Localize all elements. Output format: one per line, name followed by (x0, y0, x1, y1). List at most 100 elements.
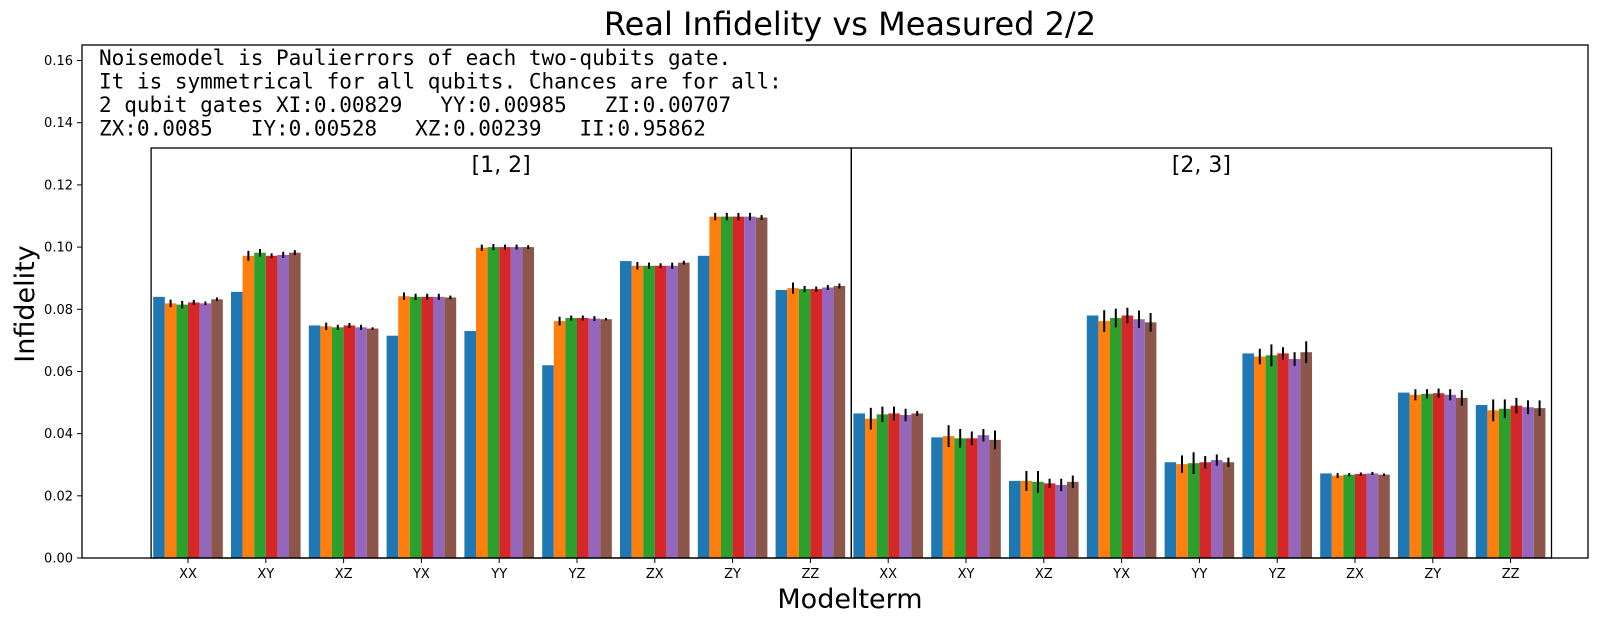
x-tick-label: YZ (568, 567, 586, 582)
bar-2-xz-s6 (1067, 481, 1079, 558)
bar-1-xz-s3 (332, 327, 344, 558)
bar-2-yy-s5 (1211, 460, 1223, 558)
bar-1-zz-s3 (798, 289, 811, 558)
axes-frame (81, 44, 1589, 559)
bar-1-xy-s5 (277, 254, 289, 559)
bar-1-yy-s1 (464, 331, 476, 558)
bar-2-xx-s5 (899, 414, 912, 558)
x-tick-label: XX (879, 567, 897, 582)
bar-1-zz-s6 (833, 285, 846, 558)
x-tick-label: XZ (1035, 567, 1053, 582)
bar-1-zx-s6 (678, 262, 690, 558)
bar-1-xx-s3 (176, 304, 188, 558)
bar-2-yy-s6 (1222, 462, 1235, 558)
bar-1-yx-s3 (409, 296, 422, 558)
x-axis-label: Modelterm (777, 584, 922, 615)
bar-2-xy-s4 (966, 438, 978, 558)
annotation-line-2: It is symmetrical for all qubits. Chance… (99, 70, 782, 94)
bar-1-yx-s2 (398, 296, 410, 558)
bar-1-zy-s3 (721, 216, 733, 558)
group-label-2: [2, 3] (1172, 153, 1231, 178)
bar-1-yx-s6 (444, 297, 457, 558)
y-tick-label: 0.06 (44, 365, 73, 380)
bar-2-zx-s1 (1320, 473, 1332, 558)
bar-2-yy-s3 (1187, 463, 1200, 558)
bar-1-xz-s2 (320, 326, 332, 558)
x-tick-label: YY (490, 567, 507, 582)
bar-1-zx-s1 (620, 261, 632, 558)
bar-2-yx-s3 (1110, 317, 1122, 558)
bar-1-zy-s1 (697, 255, 710, 559)
bar-1-yx-s1 (386, 335, 399, 558)
bar-2-zx-s5 (1366, 473, 1379, 558)
bar-2-xx-s4 (888, 413, 900, 558)
bar-2-xz-s3 (1032, 481, 1044, 558)
bar-2-xz-s1 (1009, 480, 1021, 558)
bar-1-zy-s2 (709, 216, 721, 558)
bar-2-zx-s2 (1331, 475, 1344, 558)
x-tick-label: YX (1112, 567, 1130, 582)
bar-2-zy-s2 (1409, 394, 1422, 558)
bar-1-zy-s5 (744, 216, 756, 558)
bar-2-yy-s4 (1199, 462, 1211, 558)
bar-2-xy-s1 (931, 437, 943, 558)
bar-1-zz-s1 (775, 290, 788, 558)
bar-2-xz-s2 (1020, 480, 1033, 558)
x-tick-label: ZY (1424, 567, 1441, 582)
x-tick-label: YX (412, 567, 430, 582)
y-tick-label: 0.12 (44, 178, 73, 193)
x-tick-label: XY (257, 567, 274, 582)
bar-1-zy-s6 (755, 217, 768, 559)
x-tick-label: XZ (335, 567, 353, 582)
bar-2-yy-s2 (1176, 464, 1188, 558)
bar-2-zz-s3 (1499, 408, 1511, 558)
bar-1-xz-s6 (366, 328, 379, 558)
annotation-line-3: 2 qubit gates XI:0.00829 YY:0.00985 ZI:0… (99, 93, 731, 117)
bar-2-xx-s2 (865, 418, 877, 558)
bar-2-yz-s6 (1300, 352, 1312, 558)
bar-2-xy-s2 (942, 436, 955, 558)
x-tick-label: ZX (646, 567, 664, 582)
bar-1-yz-s6 (600, 319, 612, 558)
y-tick-label: 0.08 (44, 303, 73, 318)
bar-2-zx-s4 (1355, 474, 1367, 558)
bar-2-xy-s5 (977, 435, 990, 558)
x-tick-label: ZX (1346, 567, 1364, 582)
bar-1-xx-s5 (199, 303, 212, 558)
bar-2-zz-s4 (1510, 405, 1523, 558)
group-label-1: [1, 2] (472, 153, 531, 178)
bar-2-zy-s3 (1421, 393, 1433, 558)
bar-1-zx-s2 (631, 265, 644, 558)
x-tick-label: ZY (724, 567, 741, 582)
x-tick-label: ZZ (1502, 567, 1520, 582)
bar-1-xy-s6 (289, 252, 301, 558)
bar-2-zz-s6 (1533, 408, 1546, 558)
bar-2-xx-s1 (853, 413, 865, 558)
bar-2-zz-s5 (1522, 407, 1534, 558)
bar-2-xz-s5 (1055, 484, 1067, 558)
chart-title: Real Infidelity vs Measured 2/2 (604, 5, 1096, 43)
bar-2-zy-s5 (1444, 394, 1456, 558)
bar-1-zy-s4 (732, 216, 745, 558)
bar-2-zz-s2 (1487, 410, 1499, 558)
bar-2-yz-s3 (1265, 355, 1278, 558)
bar-1-yz-s2 (553, 321, 566, 558)
y-tick-label: 0.14 (44, 116, 73, 131)
bar-1-yx-s4 (421, 296, 433, 558)
bar-1-xy-s3 (254, 252, 266, 558)
bar-1-yy-s4 (499, 247, 511, 558)
bar-1-yy-s2 (476, 247, 488, 558)
bar-1-xz-s5 (355, 327, 367, 558)
bar-2-yx-s1 (1086, 315, 1099, 558)
bar-1-xy-s4 (265, 255, 278, 559)
bar-2-yx-s4 (1121, 315, 1134, 558)
bar-2-yx-s2 (1098, 321, 1110, 558)
bar-1-yx-s5 (433, 296, 445, 558)
bar-2-zy-s1 (1398, 392, 1410, 558)
bar-2-yx-s5 (1133, 319, 1145, 558)
x-tick-label: YY (1190, 567, 1207, 582)
bar-1-yy-s5 (510, 247, 523, 558)
bar-2-zx-s3 (1343, 474, 1355, 558)
bar-1-yz-s1 (542, 365, 554, 558)
